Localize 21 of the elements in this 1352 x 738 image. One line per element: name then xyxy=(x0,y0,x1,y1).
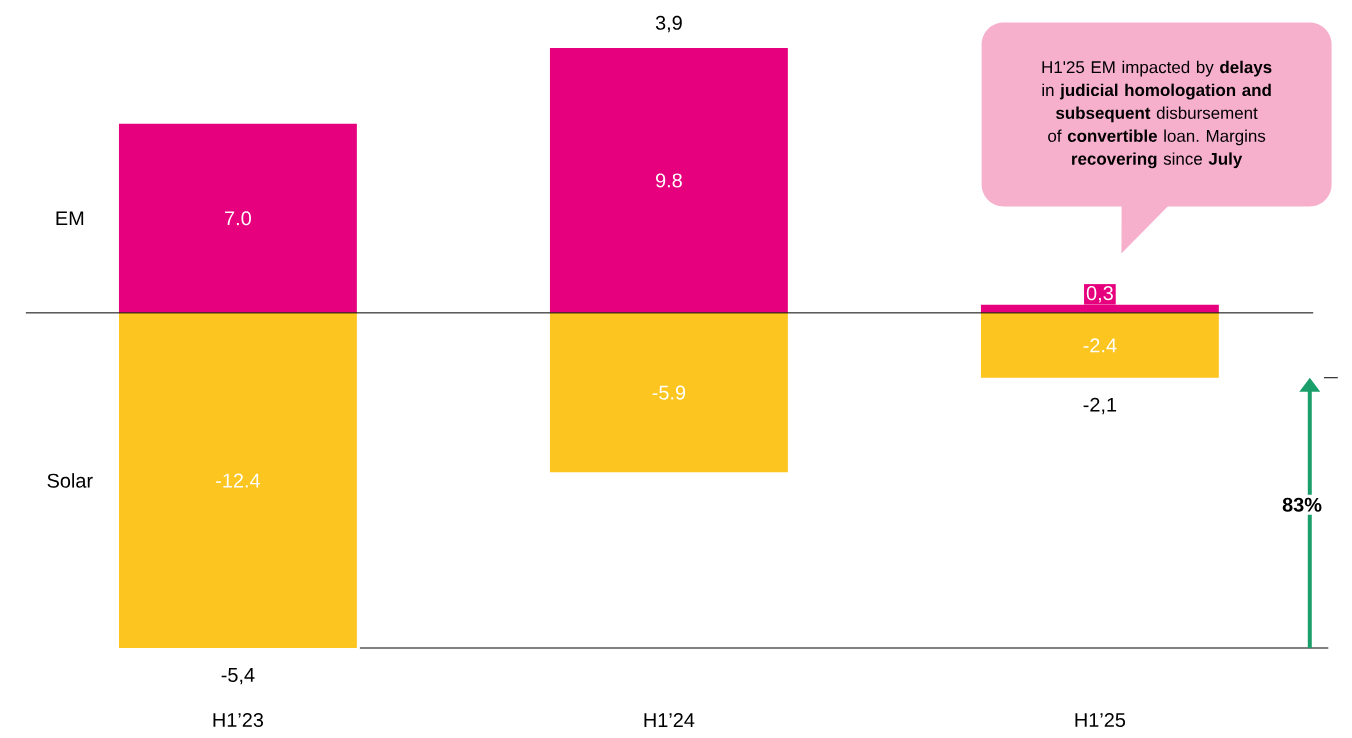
bar xyxy=(118,123,357,313)
total-label: -2,1 xyxy=(1083,397,1117,415)
data-label: -12.4 xyxy=(216,473,261,488)
bar xyxy=(980,312,1219,378)
bar xyxy=(118,312,357,648)
data-label: 9.8 xyxy=(655,173,682,188)
data-label: -2.4 xyxy=(1083,338,1117,353)
bar xyxy=(549,312,788,473)
data-label: 0,3 xyxy=(1086,286,1113,303)
series-label: EM xyxy=(56,211,84,226)
data-label: 7.0 xyxy=(225,211,251,226)
x-tick-label: H1’23 xyxy=(213,712,264,728)
bar xyxy=(549,47,788,313)
series-label: Solar xyxy=(47,473,93,488)
data-label: -5.9 xyxy=(652,385,686,400)
x-tick-label: H1’24 xyxy=(644,713,695,727)
x-tick-label: H1’25 xyxy=(1075,712,1126,728)
total-label: 3,9 xyxy=(655,15,682,33)
annotation: 83% xyxy=(1282,497,1322,512)
text: H1'25 EM impacted by delays in judicial homologation and subsequent disbursement of convertible loan. Margins recovering since July xyxy=(1042,60,1272,169)
total-label: -5,4 xyxy=(221,668,255,685)
